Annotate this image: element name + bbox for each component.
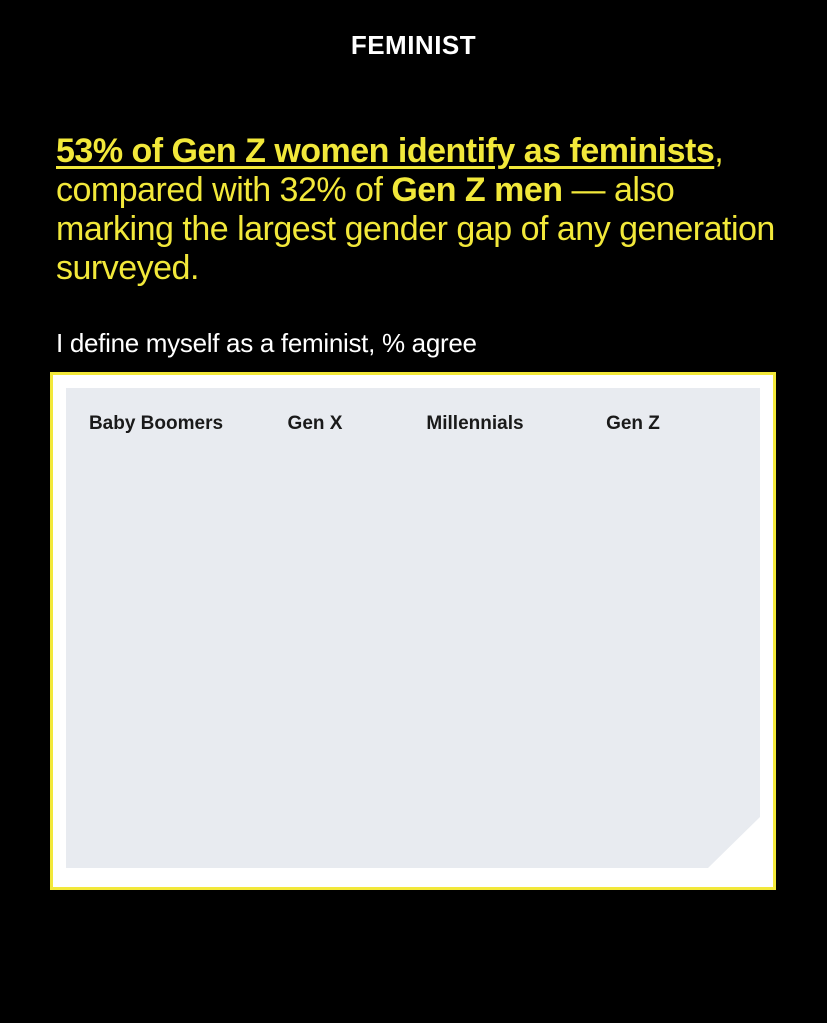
category-label-gen-z: Gen Z bbox=[606, 413, 660, 434]
headline-part3: Gen Z men bbox=[391, 171, 563, 209]
brand-title: FEMINIST bbox=[350, 30, 477, 60]
headline-part4: — also marking the largest gender gap of… bbox=[56, 171, 775, 287]
chart-subtitle: I define myself as a feminist, % agree bbox=[56, 328, 477, 358]
chart-panel bbox=[66, 388, 760, 868]
category-label-gen-x: Gen X bbox=[288, 413, 343, 434]
category-label-baby-boomers: Baby Boomers bbox=[89, 413, 223, 434]
headline-part2: , compared with 32% of bbox=[56, 132, 724, 209]
headline-part1: 53% of Gen Z women identify as feminists bbox=[56, 132, 715, 170]
category-label-millennials: Millennials bbox=[426, 413, 523, 434]
headline: 53% of Gen Z women identify as feminists… bbox=[56, 132, 796, 288]
